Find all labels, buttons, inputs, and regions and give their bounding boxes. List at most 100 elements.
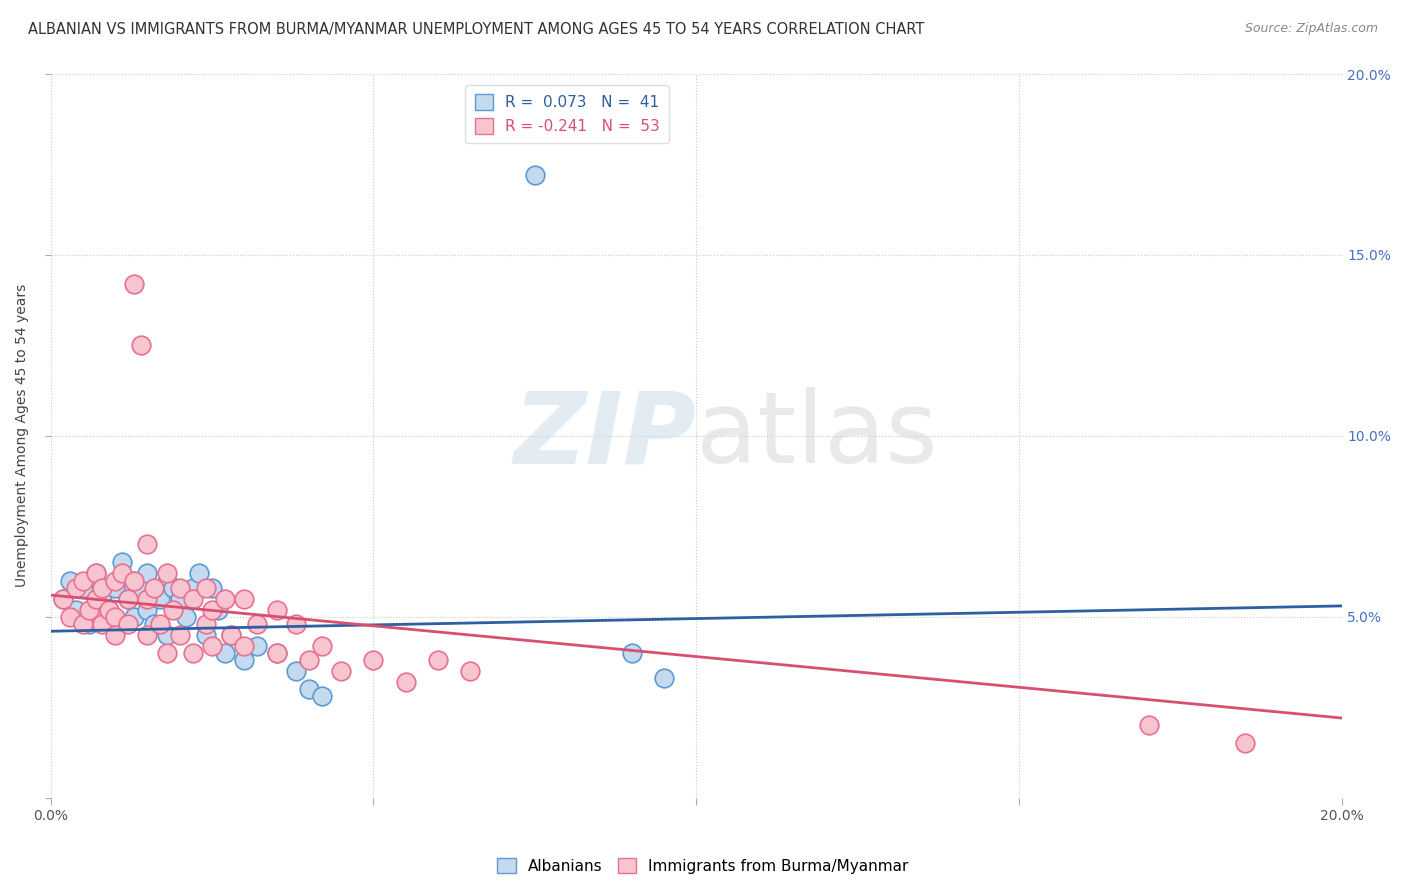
- Point: [246, 617, 269, 632]
- Point: [124, 609, 146, 624]
- Point: [84, 566, 107, 581]
- Point: [136, 566, 159, 581]
- Point: [174, 609, 197, 624]
- Point: [181, 591, 204, 606]
- Point: [149, 591, 172, 606]
- Point: [104, 609, 127, 624]
- Point: [117, 617, 139, 632]
- Point: [110, 556, 132, 570]
- Point: [149, 617, 172, 632]
- Point: [162, 602, 184, 616]
- Point: [52, 591, 75, 606]
- Point: [72, 617, 94, 632]
- Point: [77, 602, 100, 616]
- Point: [311, 690, 333, 704]
- Point: [162, 581, 184, 595]
- Point: [97, 602, 120, 616]
- Point: [298, 682, 321, 697]
- Point: [156, 646, 179, 660]
- Point: [72, 574, 94, 588]
- Point: [169, 581, 191, 595]
- Point: [136, 537, 159, 551]
- Point: [124, 574, 146, 588]
- Point: [1234, 736, 1257, 750]
- Point: [169, 591, 191, 606]
- Point: [97, 602, 120, 616]
- Point: [207, 602, 229, 616]
- Point: [156, 566, 179, 581]
- Point: [117, 591, 139, 606]
- Point: [91, 617, 114, 632]
- Point: [427, 653, 450, 667]
- Point: [298, 653, 321, 667]
- Point: [124, 277, 146, 291]
- Point: [233, 653, 256, 667]
- Point: [65, 581, 87, 595]
- Point: [84, 566, 107, 581]
- Point: [188, 566, 211, 581]
- Point: [84, 609, 107, 624]
- Point: [110, 566, 132, 581]
- Text: ZIP: ZIP: [513, 387, 696, 484]
- Point: [124, 574, 146, 588]
- Point: [201, 639, 224, 653]
- Point: [91, 588, 114, 602]
- Point: [363, 653, 385, 667]
- Point: [181, 581, 204, 595]
- Point: [77, 617, 100, 632]
- Point: [233, 591, 256, 606]
- Point: [194, 581, 217, 595]
- Point: [523, 169, 546, 183]
- Point: [59, 609, 82, 624]
- Point: [201, 581, 224, 595]
- Point: [284, 617, 307, 632]
- Point: [169, 628, 191, 642]
- Point: [84, 591, 107, 606]
- Point: [181, 646, 204, 660]
- Point: [266, 602, 288, 616]
- Point: [136, 628, 159, 642]
- Y-axis label: Unemployment Among Ages 45 to 54 years: Unemployment Among Ages 45 to 54 years: [15, 285, 30, 588]
- Point: [52, 591, 75, 606]
- Text: Source: ZipAtlas.com: Source: ZipAtlas.com: [1244, 22, 1378, 36]
- Point: [142, 581, 165, 595]
- Point: [65, 602, 87, 616]
- Point: [221, 628, 243, 642]
- Point: [233, 639, 256, 653]
- Point: [104, 581, 127, 595]
- Point: [221, 628, 243, 642]
- Point: [104, 574, 127, 588]
- Point: [266, 646, 288, 660]
- Point: [214, 646, 236, 660]
- Point: [1137, 718, 1160, 732]
- Point: [136, 602, 159, 616]
- Point: [156, 628, 179, 642]
- Legend: R =  0.073   N =  41, R = -0.241   N =  53: R = 0.073 N = 41, R = -0.241 N = 53: [465, 86, 669, 144]
- Point: [117, 591, 139, 606]
- Point: [136, 591, 159, 606]
- Point: [194, 617, 217, 632]
- Point: [91, 581, 114, 595]
- Point: [460, 664, 482, 678]
- Point: [129, 581, 152, 595]
- Point: [246, 639, 269, 653]
- Point: [201, 602, 224, 616]
- Point: [652, 671, 675, 685]
- Point: [214, 591, 236, 606]
- Legend: Albanians, Immigrants from Burma/Myanmar: Albanians, Immigrants from Burma/Myanmar: [491, 852, 915, 880]
- Text: ALBANIAN VS IMMIGRANTS FROM BURMA/MYANMAR UNEMPLOYMENT AMONG AGES 45 TO 54 YEARS: ALBANIAN VS IMMIGRANTS FROM BURMA/MYANMA…: [28, 22, 925, 37]
- Point: [156, 574, 179, 588]
- Point: [395, 674, 418, 689]
- Point: [72, 581, 94, 595]
- Text: atlas: atlas: [696, 387, 938, 484]
- Point: [311, 639, 333, 653]
- Point: [129, 338, 152, 352]
- Point: [284, 664, 307, 678]
- Point: [142, 617, 165, 632]
- Point: [620, 646, 643, 660]
- Point: [266, 646, 288, 660]
- Point: [330, 664, 353, 678]
- Point: [104, 617, 127, 632]
- Point: [104, 628, 127, 642]
- Point: [59, 574, 82, 588]
